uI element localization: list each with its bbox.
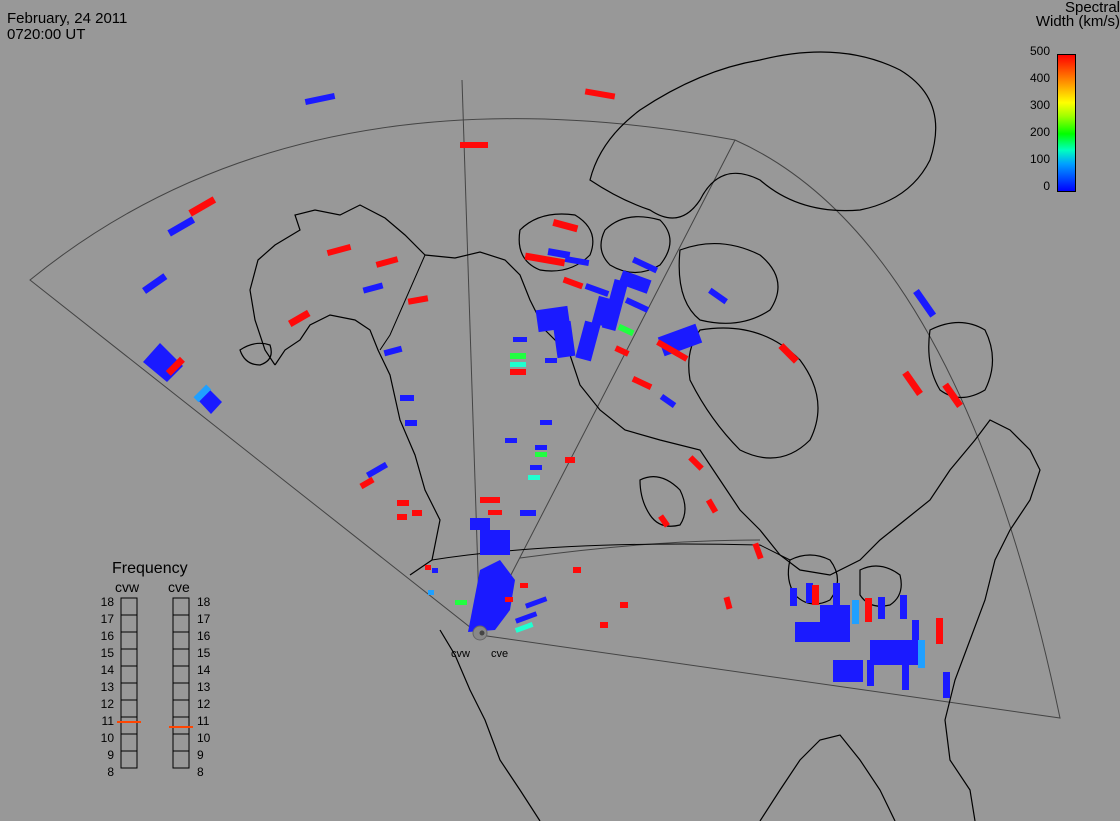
colorbar-units: Width (km/s): [1035, 13, 1120, 30]
cvw-frequency-tick: 14: [100, 663, 114, 677]
cve-frequency-tick: 14: [197, 663, 211, 677]
cvw-frequency-tick: 16: [100, 629, 114, 643]
spectral-width-colorbar: [1057, 54, 1076, 192]
cve-frequency-tick: 15: [197, 646, 211, 660]
colorbar-tick-label: 300: [1029, 98, 1050, 112]
colorbar-tick-label: 500: [1029, 44, 1050, 58]
colorbar-tick-label: 100: [1029, 152, 1050, 166]
cvw-frequency-tick: 15: [100, 646, 114, 660]
cve-frequency-tick: 10: [197, 731, 211, 745]
radar-site-center: [479, 630, 485, 636]
cvw-frequency-tick: 8: [107, 765, 114, 779]
cve-label: cve: [168, 579, 190, 595]
colorbar-tick-label: 200: [1029, 125, 1050, 139]
cvw-frequency-tick: 10: [100, 731, 114, 745]
cvw-frequency-tick: 11: [101, 714, 114, 728]
radar-scatter-segments: [142, 88, 963, 698]
cve-frequency-tick: 13: [197, 680, 211, 694]
boundaries: [379, 254, 791, 561]
coastlines: [239, 51, 1041, 821]
time-label: 0720:00 UT: [7, 26, 86, 43]
cve-frequency-tick: 17: [197, 612, 211, 626]
colorbar-tick-label: 0: [1043, 179, 1050, 193]
colorbar-title: Spectral: [1064, 0, 1120, 16]
cvw-frequency-tick: 13: [100, 680, 114, 694]
colorbar-tick-label: 400: [1029, 71, 1050, 85]
cvw-label: cvw: [115, 579, 140, 595]
cve-frequency-tick: 11: [197, 714, 210, 728]
date-label: February, 24 2011: [7, 10, 128, 27]
cvw-frequency-tick: 9: [107, 748, 114, 762]
cve-frequency-tick: 18: [197, 595, 211, 609]
frequency-title: Frequency: [112, 560, 188, 577]
cvw-frequency-tick: 18: [100, 595, 114, 609]
cve-frequency-tick: 16: [197, 629, 211, 643]
station-label-cvw: cvw: [451, 648, 470, 660]
cvw-selected-frequency: [117, 721, 141, 723]
cve-frequency-tick: 8: [197, 765, 204, 779]
cvw-frequency-tick: 12: [100, 697, 114, 711]
cve-selected-frequency: [169, 726, 193, 728]
field-of-view-outline: [29, 79, 1061, 719]
frequency-grid: [121, 614, 189, 769]
cvw-frequency-tick: 17: [100, 612, 114, 626]
station-label-cve: cve: [491, 648, 509, 660]
cve-frequency-tick: 9: [197, 748, 204, 762]
cve-frequency-tick: 12: [197, 697, 211, 711]
